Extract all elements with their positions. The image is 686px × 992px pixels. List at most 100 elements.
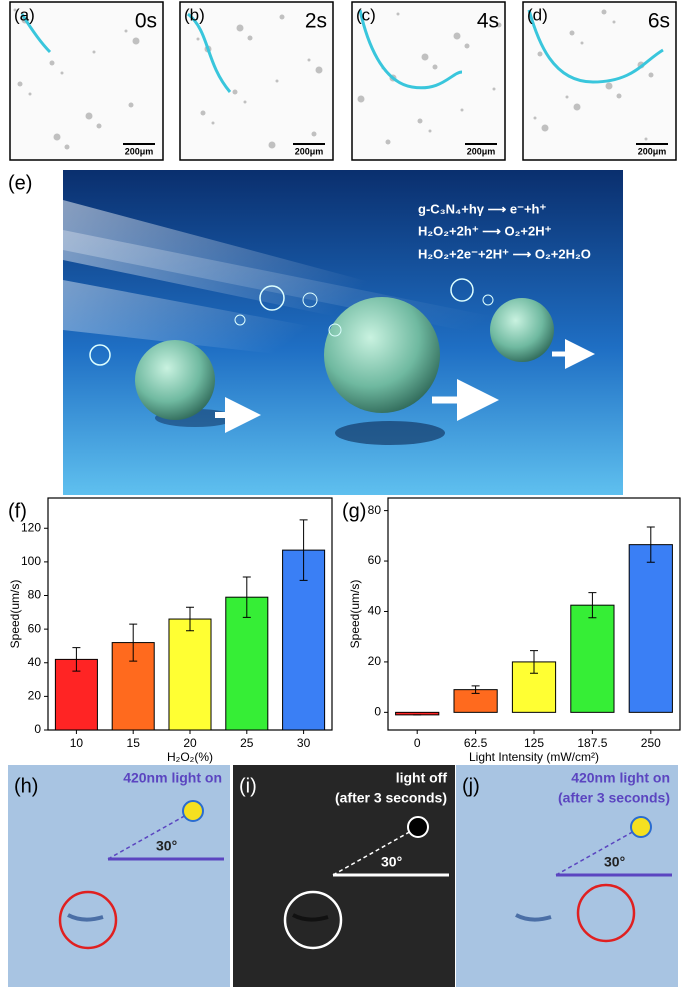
equation: g-C₃N₄+hγ ⟶ e⁻+h⁺ <box>418 201 547 216</box>
speck <box>53 133 61 141</box>
micrograph <box>8 765 230 987</box>
trajectory <box>527 9 664 84</box>
speck <box>13 8 17 12</box>
scale-label: 200μm <box>467 146 496 156</box>
speck <box>28 92 32 96</box>
speck <box>605 82 613 90</box>
y-tick-label: 60 <box>28 621 42 635</box>
micromotor-trace <box>67 913 104 922</box>
panel-e-art <box>63 170 623 495</box>
x-tick-label: 0 <box>414 736 421 750</box>
speck <box>279 14 285 20</box>
x-tick-label: 250 <box>641 736 661 750</box>
speck <box>64 144 70 150</box>
angle-label: 30° <box>156 838 177 854</box>
angle-label: 30° <box>381 854 402 870</box>
light-ray <box>332 829 414 876</box>
y-tick-label: 0 <box>34 722 41 736</box>
caption: (after 3 seconds) <box>335 790 447 806</box>
speck <box>417 118 423 124</box>
panel-label: (j) <box>462 775 480 797</box>
speck <box>268 141 276 149</box>
equation: H₂O₂+2h⁺ ⟶ O₂+2H⁺ <box>418 223 552 238</box>
x-axis-label: H₂O₂(%) <box>167 750 213 764</box>
speck <box>460 108 464 112</box>
speck <box>644 137 648 141</box>
speck <box>211 121 215 125</box>
trajectory <box>358 9 463 90</box>
speck <box>464 43 470 49</box>
trajectory <box>20 13 52 54</box>
speck <box>565 95 569 99</box>
speck <box>428 129 432 133</box>
panel-label: (i) <box>239 775 257 797</box>
y-tick-label: 20 <box>28 689 42 703</box>
speck <box>236 24 244 32</box>
y-tick-label: 100 <box>21 554 41 568</box>
x-tick-label: 15 <box>127 736 141 750</box>
error-bar <box>72 647 81 672</box>
x-tick-label: 125 <box>524 736 544 750</box>
speck <box>385 139 391 145</box>
error-bar <box>646 526 655 563</box>
speck <box>311 131 317 137</box>
speck <box>17 81 23 87</box>
speck <box>247 35 253 41</box>
y-axis-label: Speed(um/s) <box>8 580 22 649</box>
speck <box>307 58 311 62</box>
equation: H₂O₂+2e⁻+2H⁺ ⟶ O₂+2H₂O <box>418 246 591 261</box>
panel-label: (g) <box>342 500 366 522</box>
speck <box>128 102 134 108</box>
speck <box>421 53 429 61</box>
speck <box>196 37 200 41</box>
light-source <box>182 800 204 822</box>
caption: 420nm light on <box>123 770 222 786</box>
y-tick-label: 80 <box>368 503 382 517</box>
scale-label: 200μm <box>295 146 324 156</box>
panel-label: (h) <box>14 775 38 797</box>
bar <box>628 544 673 713</box>
caption: light off <box>396 770 448 786</box>
x-tick-label: 25 <box>240 736 254 750</box>
speck <box>612 20 616 24</box>
time-label: 6s <box>648 10 670 33</box>
y-tick-label: 20 <box>368 654 382 668</box>
speck <box>533 116 537 120</box>
bar <box>570 604 615 713</box>
y-tick-label: 0 <box>374 705 381 719</box>
error-bar <box>588 592 597 619</box>
light-ray <box>555 829 637 876</box>
bar <box>225 596 269 731</box>
speck <box>537 51 543 57</box>
highlight-circle <box>58 890 118 950</box>
speck <box>243 100 247 104</box>
highlight-circle <box>283 890 343 950</box>
light-source <box>630 816 652 838</box>
speck <box>232 89 238 95</box>
micrograph <box>351 1 506 161</box>
speck <box>49 60 55 66</box>
speck <box>580 41 584 45</box>
x-tick-label: 62.5 <box>464 736 488 750</box>
speck <box>132 37 140 45</box>
y-tick-label: 80 <box>28 588 42 602</box>
speck <box>92 50 96 54</box>
panel-label: (d) <box>527 5 548 24</box>
panel-label: (e) <box>8 172 32 194</box>
error-bar <box>530 650 538 674</box>
panel-label: (b) <box>184 5 205 24</box>
time-label: 0s <box>135 10 157 33</box>
trajectory <box>187 12 232 93</box>
light-ray <box>107 813 189 860</box>
error-bar <box>129 623 138 662</box>
time-label: 2s <box>305 10 327 33</box>
error-bar <box>471 685 480 694</box>
micromotor-trace <box>292 913 329 922</box>
light-source <box>407 816 429 838</box>
speck <box>96 123 102 129</box>
bar <box>168 618 212 731</box>
panel-label: (a) <box>14 5 35 24</box>
speck <box>275 79 279 83</box>
y-tick-label: 40 <box>28 655 42 669</box>
